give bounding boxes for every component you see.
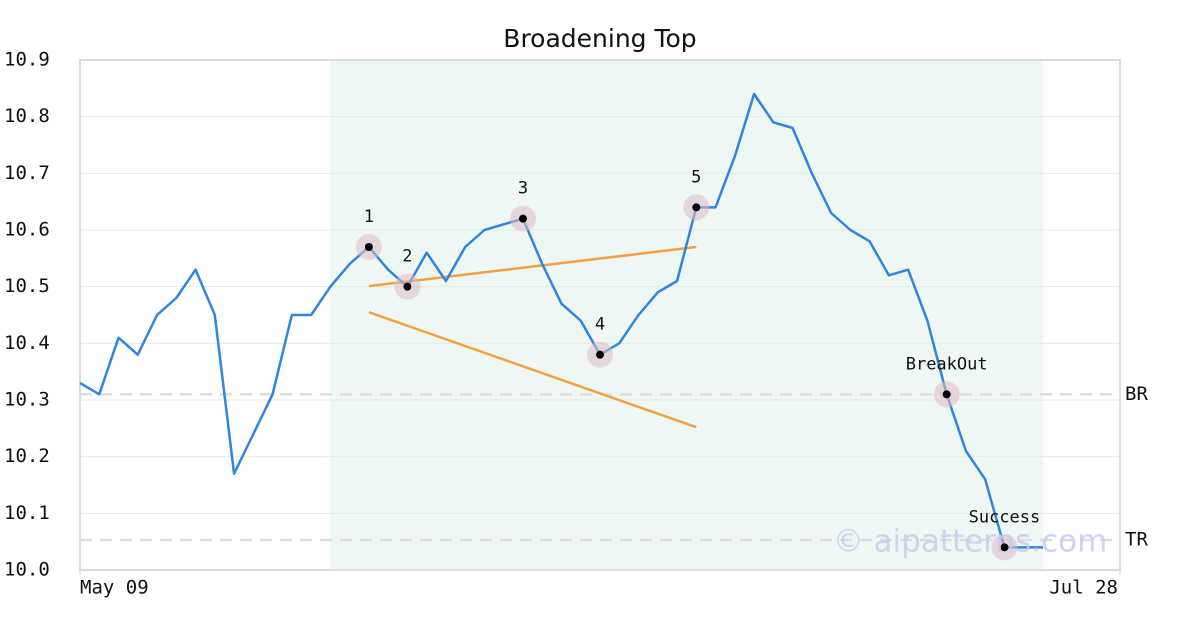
- y-tick-label: 10.8: [4, 105, 50, 127]
- marker-label: 1: [364, 207, 374, 227]
- x-tick-label: May 09: [80, 577, 149, 599]
- pattern-region: [330, 60, 1043, 570]
- trendline: [368, 310, 697, 429]
- trendline: [368, 245, 697, 288]
- plot-frame: [79, 59, 1121, 571]
- marker-dot: [403, 282, 412, 291]
- y-tick-label: 10.7: [4, 162, 50, 184]
- chart-title: Broadening Top: [503, 24, 696, 53]
- x-tick-label: Jul 28: [1049, 577, 1118, 599]
- y-tick-label: 10.2: [4, 445, 50, 467]
- marker-label: BreakOut: [906, 354, 988, 374]
- price-line: [79, 92, 1043, 549]
- y-tick-label: 10.0: [4, 559, 50, 581]
- marker-dot: [364, 243, 373, 251]
- marker-dot: [518, 214, 527, 223]
- marker-dot: [942, 390, 951, 399]
- marker-label: 5: [691, 167, 701, 187]
- y-tick-label: 10.1: [4, 502, 50, 524]
- marker-label: 4: [595, 315, 605, 335]
- marker-dot: [596, 350, 604, 359]
- level-label: TR: [1125, 528, 1148, 550]
- marker-dot: [1000, 543, 1009, 552]
- watermark: © aipatterns.com: [833, 524, 1108, 560]
- marker-dot: [692, 203, 701, 212]
- level-label: BR: [1125, 383, 1148, 405]
- marker-label: 3: [518, 179, 528, 199]
- y-tick-label: 10.9: [4, 49, 50, 71]
- y-tick-label: 10.6: [4, 219, 50, 241]
- y-tick-label: 10.4: [4, 332, 50, 354]
- marker-label: 2: [402, 247, 412, 267]
- y-tick-label: 10.5: [4, 275, 50, 297]
- y-tick-label: 10.3: [4, 389, 50, 411]
- marker-label: Success: [969, 507, 1041, 527]
